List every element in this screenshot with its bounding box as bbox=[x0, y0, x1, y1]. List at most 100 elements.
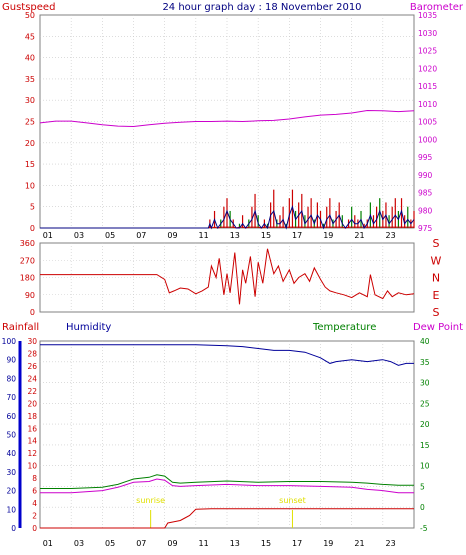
x-tick-label: 15 bbox=[261, 231, 271, 240]
rain-tick-label: 2 bbox=[32, 512, 37, 521]
barometer-tick-label: 1015 bbox=[418, 82, 437, 91]
gust-tick-label: 5 bbox=[30, 203, 35, 212]
temperature-legend: Temperature bbox=[312, 322, 376, 333]
humidity-tick-label: 20 bbox=[6, 487, 16, 496]
x-tick-label: 11 bbox=[199, 539, 209, 548]
x-tick-label: 19 bbox=[323, 231, 333, 240]
x-tick-label: 03 bbox=[74, 231, 84, 240]
temperature-line bbox=[40, 474, 414, 489]
gust-tick-label: 50 bbox=[25, 11, 35, 20]
x-tick-label: 13 bbox=[230, 231, 240, 240]
x-tick-label: 07 bbox=[136, 539, 146, 548]
wind-direction-line bbox=[40, 248, 415, 305]
dewpoint-line bbox=[40, 478, 414, 494]
x-tick-label: 01 bbox=[43, 539, 53, 548]
axis-labels: 0510152025303540455097598098599099510001… bbox=[2, 11, 442, 548]
compass-tick-label: S bbox=[433, 306, 440, 319]
rain-tick-label: 30 bbox=[27, 337, 37, 346]
x-tick-label: 11 bbox=[199, 231, 209, 240]
gust-tick-label: 20 bbox=[25, 139, 35, 148]
x-tick-label: 05 bbox=[105, 231, 115, 240]
temperature-tick-label: 20 bbox=[420, 420, 430, 429]
humidity-legend: Humidity bbox=[66, 322, 111, 333]
gust-tick-label: 10 bbox=[25, 181, 35, 190]
direction-tick-label: 180 bbox=[20, 274, 35, 283]
temperature-tick-label: 40 bbox=[420, 337, 430, 346]
gust-tick-label: 40 bbox=[25, 54, 35, 63]
temperature-tick-label: 35 bbox=[420, 358, 430, 367]
humidity-tick-label: 0 bbox=[11, 524, 16, 533]
humidity-tick-label: 100 bbox=[2, 337, 17, 346]
x-tick-label: 09 bbox=[167, 539, 177, 548]
x-tick-label: 01 bbox=[43, 231, 53, 240]
rain-tick-label: 8 bbox=[32, 474, 37, 483]
temperature-tick-label: -5 bbox=[420, 524, 428, 533]
rain-tick-label: 18 bbox=[27, 412, 37, 421]
x-tick-label: 17 bbox=[292, 231, 302, 240]
gust-tick-label: 0 bbox=[30, 224, 35, 233]
humidity-tick-label: 30 bbox=[6, 468, 16, 477]
x-tick-label: 21 bbox=[354, 539, 364, 548]
rain-tick-label: 24 bbox=[27, 374, 37, 383]
rain-tick-label: 10 bbox=[27, 462, 37, 471]
x-tick-label: 21 bbox=[354, 231, 364, 240]
humidity-line bbox=[40, 344, 414, 366]
wind-speed-line bbox=[40, 204, 415, 230]
x-tick-label: 03 bbox=[74, 539, 84, 548]
barometer-tick-label: 1005 bbox=[418, 118, 437, 127]
gust-tick-label: 25 bbox=[25, 118, 35, 127]
barometer-tick-label: 1000 bbox=[418, 135, 437, 144]
barometer-tick-label: 975 bbox=[418, 224, 433, 233]
sunrise-label: sunrise bbox=[136, 496, 165, 505]
temperature-tick-label: 10 bbox=[420, 462, 430, 471]
gust-tick-label: 30 bbox=[25, 96, 35, 105]
humidity-tick-label: 40 bbox=[6, 449, 16, 458]
x-tick-label: 05 bbox=[105, 539, 115, 548]
temperature-tick-label: 25 bbox=[420, 399, 430, 408]
barometer-tick-label: 1030 bbox=[418, 29, 437, 38]
humidity-tick-label: 80 bbox=[6, 374, 16, 383]
rain-tick-label: 16 bbox=[27, 424, 37, 433]
direction-tick-label: 270 bbox=[20, 256, 35, 265]
humidity-tick-label: 10 bbox=[6, 505, 16, 514]
rain-tick-label: 12 bbox=[27, 449, 37, 458]
rainfall-legend: Rainfall bbox=[2, 322, 39, 333]
x-tick-label: 07 bbox=[136, 231, 146, 240]
x-tick-label: 23 bbox=[386, 539, 396, 548]
barometer-axis-title: Barometer bbox=[410, 2, 464, 13]
rain-tick-label: 14 bbox=[27, 437, 37, 446]
humidity-tick-label: 60 bbox=[6, 412, 16, 421]
barometer-tick-label: 990 bbox=[418, 171, 433, 180]
dewpoint-legend: Dew Point bbox=[413, 322, 463, 333]
humidity-tick-label: 90 bbox=[6, 356, 16, 365]
rain-tick-label: 4 bbox=[32, 499, 37, 508]
compass-tick-label: N bbox=[432, 272, 440, 285]
x-tick-label: 15 bbox=[261, 539, 271, 548]
x-tick-label: 17 bbox=[292, 539, 302, 548]
rain-tick-label: 22 bbox=[27, 387, 37, 396]
rain-tick-label: 0 bbox=[32, 524, 37, 533]
rainfall-line bbox=[40, 508, 414, 529]
barometer-tick-label: 995 bbox=[418, 153, 433, 162]
temperature-tick-label: 15 bbox=[420, 441, 430, 450]
barometer-tick-label: 985 bbox=[418, 189, 433, 198]
x-tick-label: 09 bbox=[167, 231, 177, 240]
barometer-tick-label: 980 bbox=[418, 206, 433, 215]
rain-tick-label: 6 bbox=[32, 487, 37, 496]
temperature-tick-label: 30 bbox=[420, 379, 430, 388]
barometer-tick-label: 1025 bbox=[418, 47, 437, 56]
gustspeed-axis-title: Gustspeed bbox=[2, 2, 55, 13]
rain-tick-label: 20 bbox=[27, 399, 37, 408]
barometer-tick-label: 1020 bbox=[418, 64, 437, 73]
compass-tick-label: E bbox=[433, 289, 440, 302]
x-tick-label: 19 bbox=[323, 539, 333, 548]
direction-tick-label: 90 bbox=[25, 291, 35, 300]
data-series: sunrise sunset bbox=[39, 109, 415, 529]
rain-tick-label: 26 bbox=[27, 362, 37, 371]
direction-tick-label: 360 bbox=[20, 239, 35, 248]
compass-tick-label: S bbox=[433, 237, 440, 250]
barometer-tick-label: 1035 bbox=[418, 11, 437, 20]
compass-tick-label: W bbox=[431, 254, 442, 267]
barometer-tick-label: 1010 bbox=[418, 100, 437, 109]
